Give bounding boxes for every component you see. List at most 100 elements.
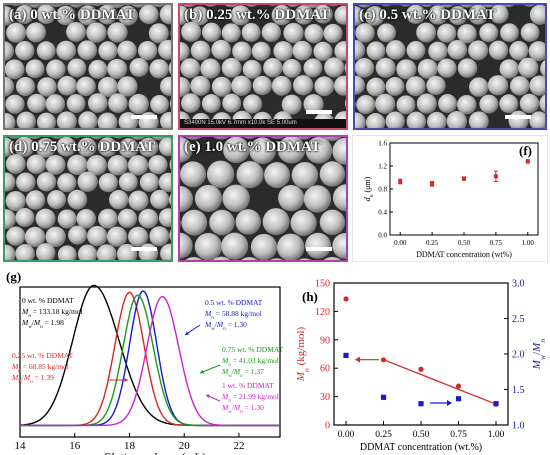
sem-sphere	[230, 5, 251, 26]
annotation-mn: Mn = 68.85 kg/mol	[11, 362, 69, 374]
mn-point	[418, 366, 424, 372]
y-right-tick-label: 2.5	[512, 314, 525, 325]
sem-sphere	[127, 155, 149, 176]
sem-sphere	[69, 5, 84, 8]
sem-sphere	[319, 209, 346, 236]
sem-sphere	[249, 137, 276, 165]
sem-sphere	[519, 93, 540, 114]
sem-sphere	[106, 226, 128, 247]
sem-sphere	[117, 76, 138, 97]
sem-image-e: (e) 1.0 wt.% DDMAT	[178, 135, 348, 262]
sem-sphere	[37, 77, 57, 97]
sem-sphere	[98, 173, 118, 193]
sem-sphere	[304, 24, 324, 44]
sem-sphere	[405, 76, 426, 97]
sem-sphere	[98, 41, 118, 61]
annotation-sample: 0.75 wt. % DDMAT	[222, 345, 283, 354]
chart-f-diameter: 0.00 0.25 0.50 0.75 1.00 0.0 0.4 0.8 1.2 1.6 DDMAT…	[352, 135, 548, 262]
sem-sphere	[333, 75, 346, 96]
sem-sphere	[224, 5, 238, 8]
sem-sphere	[437, 58, 457, 78]
sem-sphere	[539, 94, 545, 113]
sem-sphere	[181, 93, 201, 113]
sem-sphere	[303, 185, 332, 213]
sem-sphere	[232, 41, 252, 61]
sem-sphere	[14, 137, 35, 157]
plot-area	[19, 286, 281, 438]
sem-sphere	[457, 94, 477, 115]
sem-sphere	[194, 184, 222, 213]
sem-sphere	[356, 95, 376, 115]
sem-sphere	[332, 232, 346, 259]
sem-sphere	[78, 111, 98, 128]
sem-sphere	[437, 23, 457, 43]
sem-sphere	[509, 41, 529, 61]
sem-sphere	[169, 159, 171, 170]
sem-sphere	[305, 137, 333, 164]
sem-sphere	[250, 233, 278, 260]
sem-sphere	[87, 93, 108, 113]
sem-sphere	[45, 226, 66, 247]
sem-sphere	[5, 244, 16, 260]
x-axis-label: DDMAT concentration (wt%)	[416, 250, 512, 259]
sem-sphere	[76, 209, 96, 229]
arrow-head	[447, 399, 452, 406]
sem-sphere	[181, 209, 208, 236]
pdi-point	[418, 401, 424, 407]
sem-sphere	[138, 208, 159, 229]
scale-bar	[131, 247, 157, 251]
sem-sphere	[287, 5, 300, 7]
data-point	[430, 181, 435, 186]
annotation-pdi: Mw/Mn = 1.37	[221, 367, 264, 379]
sem-sphere	[76, 76, 96, 97]
sem-panel-label: (d) 0.75 wt.% DDMAT	[9, 139, 155, 155]
sem-sphere	[194, 232, 223, 260]
sem-sphere	[24, 226, 46, 248]
sem-sphere	[5, 5, 15, 26]
y-right-tick-label: 2.0	[512, 350, 525, 361]
sem-sphere	[15, 5, 34, 24]
sem-sphere	[36, 112, 56, 128]
sem-sphere	[524, 5, 536, 7]
y-right-axis-label: Mw/Mn	[531, 339, 547, 371]
sem-sphere	[182, 5, 196, 8]
sem-sphere	[406, 40, 426, 60]
panel-label: (f)	[519, 143, 532, 158]
x-tick-label: 0.00	[394, 239, 407, 247]
sem-sphere	[303, 94, 324, 115]
sem-sphere	[328, 5, 339, 7]
sem-sphere	[222, 93, 242, 113]
sem-sphere	[50, 5, 63, 8]
sem-sphere	[36, 5, 57, 25]
sem-sphere	[427, 111, 447, 128]
sem-sphere	[242, 59, 262, 79]
annotation-pdi: Mw/Mn = 1.98	[21, 318, 64, 330]
sem-sphere	[294, 5, 314, 25]
sem-sphere	[132, 5, 146, 8]
y-axis-label: dn (μm)	[363, 176, 375, 201]
sem-sphere	[36, 41, 56, 61]
sem-sphere	[355, 58, 375, 78]
sem-sphere	[97, 76, 118, 97]
sem-sphere	[11, 5, 21, 7]
sem-sphere	[55, 5, 76, 26]
sem-sphere	[5, 137, 15, 157]
sem-sphere	[305, 232, 332, 259]
sem-sphere	[468, 40, 489, 61]
annotation-mn: Mn = 133.18 kg/mol	[21, 307, 83, 319]
sem-sphere	[77, 40, 98, 60]
sem-sphere	[181, 21, 202, 42]
sem-sphere	[118, 172, 138, 192]
sem-sphere	[355, 112, 366, 128]
sem-sphere	[271, 5, 292, 26]
sem-sphere	[26, 22, 47, 43]
x-tick-label: 1.00	[522, 239, 535, 247]
sem-sphere	[149, 59, 169, 79]
sem-sphere	[416, 22, 437, 43]
sem-sphere	[278, 184, 305, 212]
sem-sphere	[544, 5, 545, 6]
pdi-point	[343, 352, 349, 359]
sem-sphere	[509, 76, 530, 96]
sem-sphere	[344, 62, 346, 74]
data-point	[525, 159, 530, 164]
